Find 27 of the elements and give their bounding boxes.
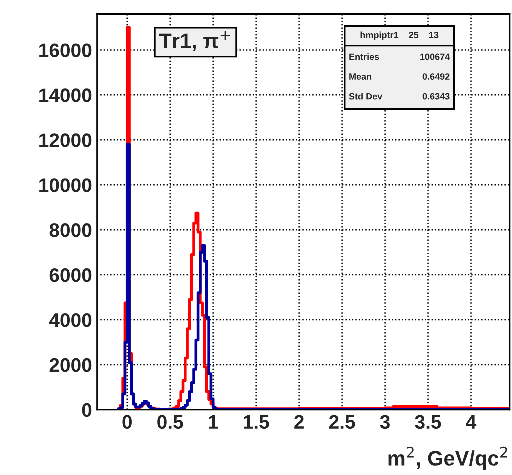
y-tick-label: 0 <box>82 403 92 418</box>
x-tick-label: 1.5 <box>244 416 270 430</box>
annotation: 0.6492 <box>422 74 450 80</box>
x-tick-label: 0.5 <box>158 415 184 430</box>
x-tick-label: 1 <box>209 416 218 429</box>
y-tick-label: 2000 <box>50 358 92 372</box>
annotation: 100674 <box>420 54 450 60</box>
annotation: Std Dev <box>349 93 383 100</box>
y-tick-label: 10000 <box>40 178 92 192</box>
y-tick-label: 6000 <box>50 268 92 282</box>
y-tick-label: 16000 <box>40 44 92 58</box>
annotation: 0.6343 <box>422 93 450 100</box>
annotation: hmpiptr1__25__13 <box>360 32 439 40</box>
annotation: Entries <box>350 54 380 60</box>
y-tick-label: 12000 <box>40 134 92 148</box>
x-tick-label: 2.5 <box>329 415 356 430</box>
x-axis-title: m$^{2}$, GeV/qc$^{2}$ <box>388 446 508 470</box>
annotation: Mean <box>350 74 372 80</box>
x-tick-label: 2 <box>294 415 304 429</box>
x-tick-label: 4 <box>466 416 477 429</box>
text: Tr1, π$^{+}$ <box>159 31 230 52</box>
x-tick-label: 0 <box>122 415 132 430</box>
y-tick-label: 4000 <box>49 313 92 328</box>
x-tick-label: 3.5 <box>415 415 442 430</box>
x-tick-label: 3 <box>380 415 390 430</box>
y-tick-label: 14000 <box>40 88 92 102</box>
y-tick-label: 8000 <box>50 224 92 238</box>
